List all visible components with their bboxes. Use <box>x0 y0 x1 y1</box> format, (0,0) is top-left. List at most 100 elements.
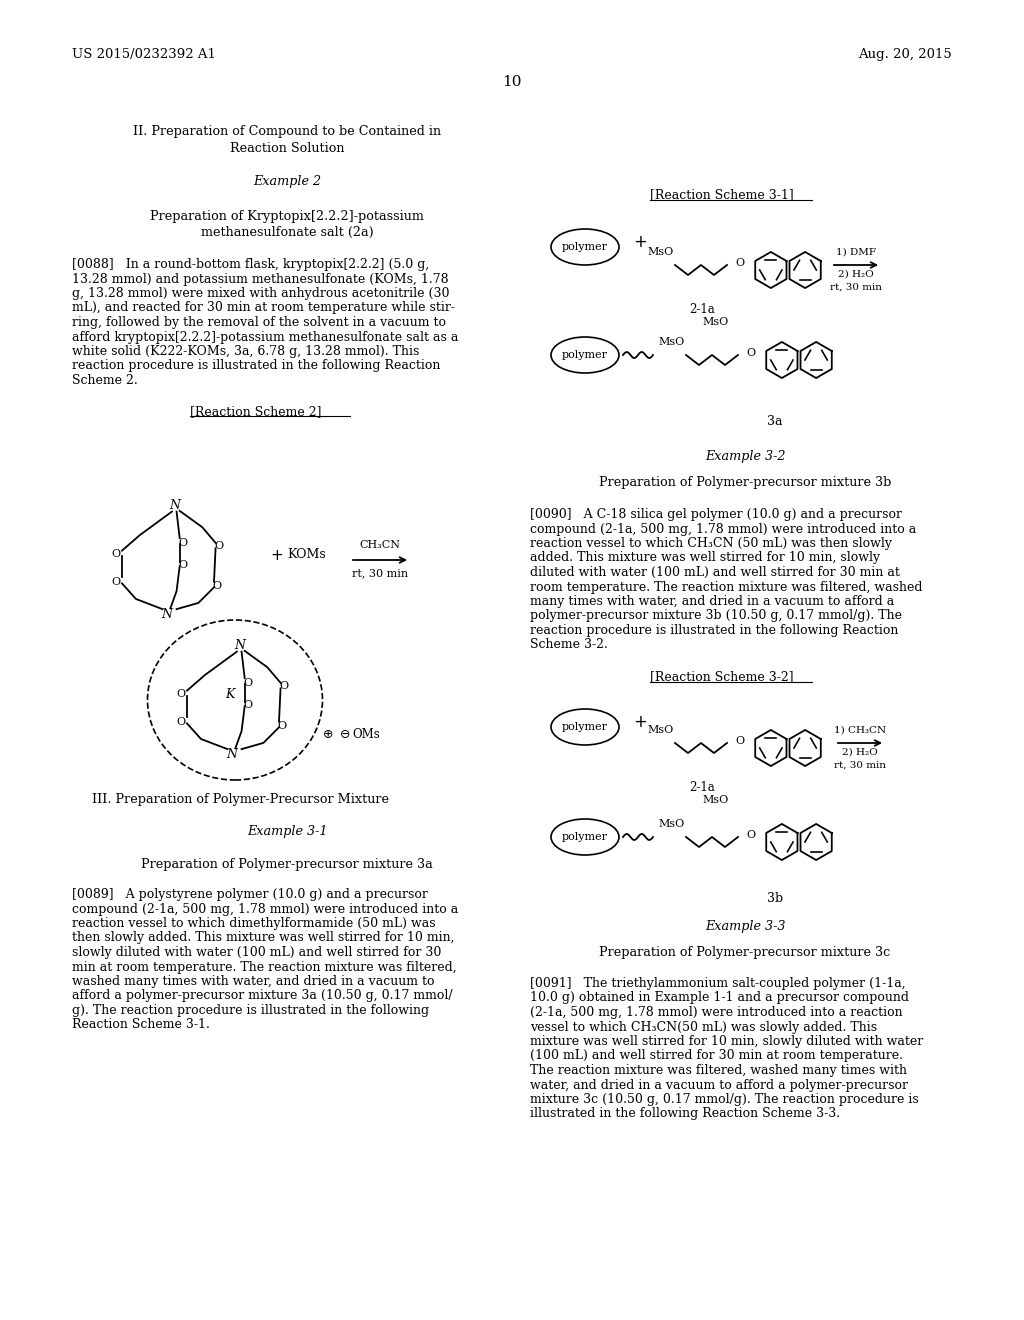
Text: min at room temperature. The reaction mixture was filtered,: min at room temperature. The reaction mi… <box>72 961 457 974</box>
Text: KOMs: KOMs <box>287 549 326 561</box>
Text: slowly diluted with water (100 mL) and well stirred for 30: slowly diluted with water (100 mL) and w… <box>72 946 441 960</box>
Text: polymer: polymer <box>562 350 608 360</box>
Text: II. Preparation of Compound to be Contained in: II. Preparation of Compound to be Contai… <box>133 125 441 139</box>
Text: MsO: MsO <box>658 337 684 347</box>
Text: O: O <box>244 678 252 688</box>
Text: polymer-precursor mixture 3b (10.50 g, 0.17 mmol/g). The: polymer-precursor mixture 3b (10.50 g, 0… <box>530 610 902 623</box>
Text: O: O <box>278 721 287 731</box>
Text: g, 13.28 mmol) were mixed with anhydrous acetonitrile (30: g, 13.28 mmol) were mixed with anhydrous… <box>72 286 450 300</box>
Text: vessel to which CH₃CN(50 mL) was slowly added. This: vessel to which CH₃CN(50 mL) was slowly … <box>530 1020 878 1034</box>
Text: Preparation of Polymer-precursor mixture 3c: Preparation of Polymer-precursor mixture… <box>599 946 891 960</box>
Text: K: K <box>225 689 234 701</box>
Text: rt, 30 min: rt, 30 min <box>830 282 882 292</box>
Text: The reaction mixture was filtered, washed many times with: The reaction mixture was filtered, washe… <box>530 1064 907 1077</box>
Text: washed many times with water, and dried in a vacuum to: washed many times with water, and dried … <box>72 975 434 987</box>
Text: [Reaction Scheme 3-2]: [Reaction Scheme 3-2] <box>650 671 794 682</box>
Text: Example 3-3: Example 3-3 <box>705 920 785 933</box>
Text: 3b: 3b <box>767 892 783 906</box>
Text: O: O <box>213 581 221 591</box>
Text: compound (2-1a, 500 mg, 1.78 mmol) were introduced into a: compound (2-1a, 500 mg, 1.78 mmol) were … <box>530 523 916 536</box>
Text: 2-1a: 2-1a <box>689 781 715 795</box>
Text: Preparation of Polymer-precursor mixture 3b: Preparation of Polymer-precursor mixture… <box>599 477 891 488</box>
Text: ring, followed by the removal of the solvent in a vacuum to: ring, followed by the removal of the sol… <box>72 315 446 329</box>
Text: 10.0 g) obtained in Example 1-1 and a precursor compound: 10.0 g) obtained in Example 1-1 and a pr… <box>530 991 909 1005</box>
Text: 2-1a: 2-1a <box>689 304 715 315</box>
Text: O: O <box>735 737 744 746</box>
Text: MsO: MsO <box>647 725 673 735</box>
Text: added. This mixture was well stirred for 10 min, slowly: added. This mixture was well stirred for… <box>530 552 880 565</box>
Text: O: O <box>112 549 120 558</box>
Text: polymer: polymer <box>562 722 608 733</box>
Text: OMs: OMs <box>352 729 380 742</box>
Text: room temperature. The reaction mixture was filtered, washed: room temperature. The reaction mixture w… <box>530 581 923 594</box>
Text: g). The reaction procedure is illustrated in the following: g). The reaction procedure is illustrate… <box>72 1005 429 1016</box>
Text: [Reaction Scheme 3-1]: [Reaction Scheme 3-1] <box>650 187 794 201</box>
Text: afford kryptopix[2.2.2]-potassium methanesulfonate salt as a: afford kryptopix[2.2.2]-potassium methan… <box>72 330 459 343</box>
Text: O: O <box>735 257 744 268</box>
Text: rt, 30 min: rt, 30 min <box>834 762 886 770</box>
Text: [0090]   A C-18 silica gel polymer (10.0 g) and a precursor: [0090] A C-18 silica gel polymer (10.0 g… <box>530 508 902 521</box>
Text: many times with water, and dried in a vacuum to afford a: many times with water, and dried in a va… <box>530 595 894 609</box>
Text: Preparation of Kryptopix[2.2.2]-potassium: Preparation of Kryptopix[2.2.2]-potassiu… <box>151 210 424 223</box>
Text: rt, 30 min: rt, 30 min <box>352 568 408 578</box>
Text: +: + <box>633 234 647 251</box>
Text: MsO: MsO <box>702 317 728 327</box>
Text: CH₃CN: CH₃CN <box>359 540 400 550</box>
Text: MsO: MsO <box>702 795 728 805</box>
Text: 1) DMF: 1) DMF <box>836 248 876 257</box>
Text: Example 3-2: Example 3-2 <box>705 450 785 463</box>
Text: 13.28 mmol) and potassium methanesulfonate (KOMs, 1.78: 13.28 mmol) and potassium methanesulfona… <box>72 272 449 285</box>
Text: N: N <box>162 609 173 622</box>
Text: water, and dried in a vacuum to afford a polymer-precursor: water, and dried in a vacuum to afford a… <box>530 1078 908 1092</box>
Text: (2-1a, 500 mg, 1.78 mmol) were introduced into a reaction: (2-1a, 500 mg, 1.78 mmol) were introduce… <box>530 1006 902 1019</box>
Text: O: O <box>244 700 252 710</box>
Text: polymer: polymer <box>562 242 608 252</box>
Text: reaction procedure is illustrated in the following Reaction: reaction procedure is illustrated in the… <box>530 624 898 638</box>
Text: white solid (K222-KOMs, 3a, 6.78 g, 13.28 mmol). This: white solid (K222-KOMs, 3a, 6.78 g, 13.2… <box>72 345 420 358</box>
Text: O: O <box>746 830 755 840</box>
Text: [0091]   The triethylammonium salt-coupled polymer (1-1a,: [0091] The triethylammonium salt-coupled… <box>530 977 905 990</box>
Text: O: O <box>280 681 288 690</box>
Text: 2) H₂O: 2) H₂O <box>838 271 873 279</box>
Text: ⊕: ⊕ <box>323 729 333 742</box>
Text: (100 mL) and well stirred for 30 min at room temperature.: (100 mL) and well stirred for 30 min at … <box>530 1049 903 1063</box>
Text: Example 3-1: Example 3-1 <box>247 825 328 838</box>
Text: polymer: polymer <box>562 832 608 842</box>
Text: Scheme 3-2.: Scheme 3-2. <box>530 639 608 652</box>
Text: [0089]   A polystyrene polymer (10.0 g) and a precursor: [0089] A polystyrene polymer (10.0 g) an… <box>72 888 428 902</box>
Text: diluted with water (100 mL) and well stirred for 30 min at: diluted with water (100 mL) and well sti… <box>530 566 900 579</box>
Text: reaction vessel to which dimethylformamide (50 mL) was: reaction vessel to which dimethylformami… <box>72 917 435 931</box>
Text: compound (2-1a, 500 mg, 1.78 mmol) were introduced into a: compound (2-1a, 500 mg, 1.78 mmol) were … <box>72 903 459 916</box>
Text: 3a: 3a <box>767 414 782 428</box>
Text: O: O <box>214 541 223 550</box>
Text: 10: 10 <box>502 75 522 88</box>
Text: N: N <box>226 748 238 762</box>
Text: O: O <box>178 560 187 570</box>
Text: O: O <box>178 537 187 548</box>
Text: afford a polymer-precursor mixture 3a (10.50 g, 0.17 mmol/: afford a polymer-precursor mixture 3a (1… <box>72 990 453 1002</box>
Text: +: + <box>270 548 283 562</box>
Text: N: N <box>234 639 246 652</box>
Text: reaction vessel to which CH₃CN (50 mL) was then slowly: reaction vessel to which CH₃CN (50 mL) w… <box>530 537 892 550</box>
Text: Preparation of Polymer-precursor mixture 3a: Preparation of Polymer-precursor mixture… <box>141 858 433 871</box>
Text: N: N <box>170 499 180 512</box>
Text: O: O <box>176 689 185 698</box>
Text: Aug. 20, 2015: Aug. 20, 2015 <box>858 48 952 61</box>
Text: methanesulfonate salt (2a): methanesulfonate salt (2a) <box>201 226 374 239</box>
Text: ⊖: ⊖ <box>340 729 350 742</box>
Text: [0088]   In a round-bottom flask, kryptopix[2.2.2] (5.0 g,: [0088] In a round-bottom flask, kryptopi… <box>72 257 429 271</box>
Text: O: O <box>112 577 120 587</box>
Text: Scheme 2.: Scheme 2. <box>72 374 138 387</box>
Text: US 2015/0232392 A1: US 2015/0232392 A1 <box>72 48 216 61</box>
Text: O: O <box>746 348 755 358</box>
Text: O: O <box>176 717 185 727</box>
Text: Reaction Solution: Reaction Solution <box>229 143 344 154</box>
Text: [Reaction Scheme 2]: [Reaction Scheme 2] <box>190 405 322 418</box>
Text: MsO: MsO <box>658 818 684 829</box>
Text: Reaction Scheme 3-1.: Reaction Scheme 3-1. <box>72 1019 210 1031</box>
Text: III. Preparation of Polymer-Precursor Mixture: III. Preparation of Polymer-Precursor Mi… <box>92 793 389 807</box>
Text: 1) CH₃CN: 1) CH₃CN <box>834 726 886 735</box>
Text: mL), and reacted for 30 min at room temperature while stir-: mL), and reacted for 30 min at room temp… <box>72 301 455 314</box>
Text: MsO: MsO <box>647 247 673 257</box>
Text: mixture 3c (10.50 g, 0.17 mmol/g). The reaction procedure is: mixture 3c (10.50 g, 0.17 mmol/g). The r… <box>530 1093 919 1106</box>
